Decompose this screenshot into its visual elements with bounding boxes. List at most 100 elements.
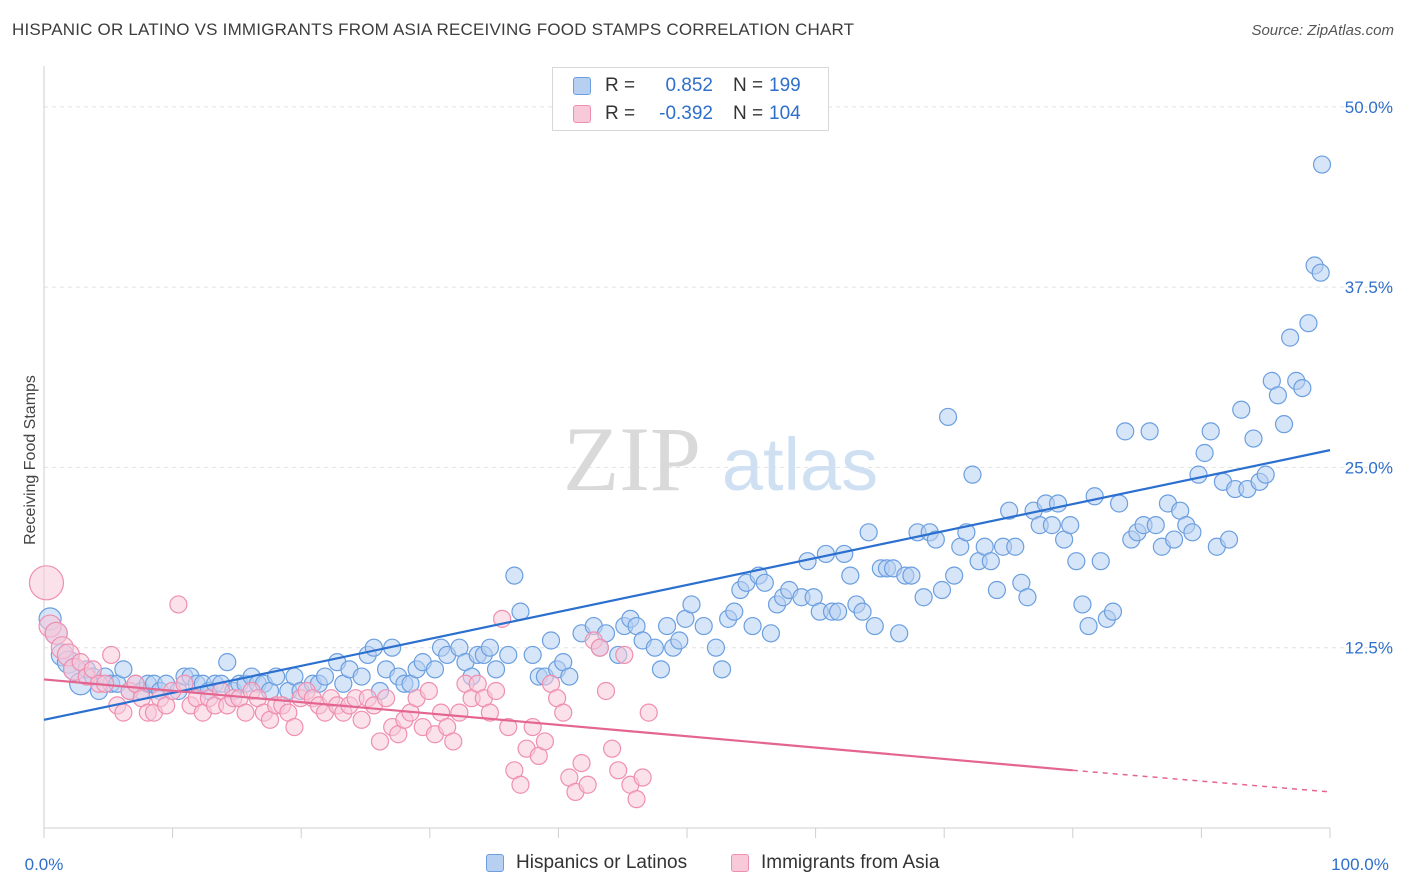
- r-value: -0.392: [659, 103, 713, 124]
- legend-swatch-asia: [573, 105, 591, 123]
- point-hispanics: [1256, 465, 1275, 484]
- legend-row-hispanics: R = 0.852 N = 199: [573, 74, 801, 98]
- point-hispanics: [364, 638, 383, 657]
- point-hispanics: [829, 602, 848, 621]
- point-asia: [28, 565, 65, 601]
- y-tick-label: 37.5%: [1345, 278, 1393, 297]
- correlation-legend: R = 0.852 N = 199 R = -0.392 N = 104: [552, 67, 829, 131]
- point-asia: [554, 703, 573, 722]
- point-hispanics: [755, 573, 774, 592]
- point-hispanics: [1244, 429, 1263, 448]
- r-value: 0.852: [665, 75, 713, 96]
- point-hispanics: [352, 667, 371, 686]
- grid-lines: [44, 106, 1394, 649]
- point-hispanics: [853, 602, 872, 621]
- point-hispanics: [1116, 422, 1135, 441]
- legend-row-asia: R = -0.392 N = 104: [573, 102, 801, 126]
- point-hispanics: [1006, 537, 1025, 556]
- point-hispanics: [315, 667, 335, 686]
- point-hispanics: [706, 638, 726, 657]
- point-asia: [285, 717, 304, 737]
- y-tick-label: 25.0%: [1345, 458, 1393, 477]
- point-hispanics: [914, 588, 933, 607]
- r-label: R =: [605, 103, 636, 124]
- n-label: N =: [733, 103, 764, 124]
- trend-line-asia-extension: [1072, 769, 1331, 793]
- point-hispanics: [499, 645, 518, 665]
- point-hispanics: [694, 616, 713, 636]
- point-hispanics: [1201, 422, 1220, 441]
- point-hispanics: [651, 660, 671, 679]
- point-asia: [578, 775, 597, 794]
- point-hispanics: [541, 631, 561, 650]
- point-hispanics: [926, 530, 945, 549]
- point-hispanics: [1189, 465, 1208, 484]
- legend-label-asia: Immigrants from Asia: [761, 852, 940, 873]
- point-hispanics: [1219, 530, 1239, 549]
- point-hispanics: [890, 624, 909, 643]
- point-hispanics: [1042, 516, 1062, 535]
- point-asia: [609, 761, 628, 780]
- chart-title: HISPANIC OR LATINO VS IMMIGRANTS FROM AS…: [12, 20, 855, 39]
- y-tick-label: 50.0%: [1345, 98, 1393, 117]
- point-hispanics: [1140, 422, 1159, 441]
- trend-line-hispanics: [43, 449, 1331, 721]
- point-hispanics: [712, 660, 732, 679]
- x-tick-label: 100.0%: [1331, 855, 1389, 874]
- trend-line-asia: [43, 678, 1073, 772]
- point-hispanics: [1079, 616, 1098, 636]
- r-label: R =: [605, 75, 636, 96]
- series-asia-points: [28, 565, 658, 809]
- point-asia: [596, 681, 616, 701]
- point-hispanics: [1274, 415, 1294, 434]
- legend-item-asia: Immigrants from Asia: [731, 852, 939, 874]
- source-label: Source: ZipAtlas.com: [1251, 22, 1394, 39]
- point-hispanics: [218, 653, 237, 672]
- point-hispanics: [1103, 602, 1123, 621]
- point-hispanics: [523, 645, 542, 665]
- point-asia: [499, 717, 518, 737]
- n-value: 199: [769, 75, 801, 96]
- point-hispanics: [1146, 516, 1165, 535]
- point-hispanics: [725, 602, 744, 621]
- point-hispanics: [670, 631, 689, 650]
- point-hispanics: [1067, 552, 1086, 571]
- point-hispanics: [1183, 523, 1202, 542]
- point-asia: [639, 703, 658, 722]
- point-hispanics: [859, 523, 878, 542]
- point-hispanics: [1232, 400, 1251, 419]
- point-asia: [419, 681, 438, 701]
- axes: [43, 66, 1331, 838]
- point-asia: [602, 739, 622, 758]
- legend-swatch-asia: [731, 854, 749, 872]
- watermark-atlas: atlas: [722, 423, 878, 506]
- point-asia: [572, 753, 591, 773]
- point-hispanics: [560, 667, 579, 686]
- point-hispanics: [486, 660, 506, 679]
- point-asia: [486, 681, 506, 701]
- point-hispanics: [1018, 588, 1037, 607]
- point-hispanics: [1164, 530, 1184, 549]
- point-hispanics: [1312, 155, 1332, 174]
- point-asia: [480, 703, 500, 722]
- point-hispanics: [938, 407, 958, 427]
- point-hispanics: [645, 638, 664, 657]
- n-value: 104: [769, 103, 801, 124]
- point-asia: [450, 703, 469, 722]
- point-asia: [627, 790, 646, 809]
- point-asia: [376, 689, 396, 708]
- legend-swatch-hispanics: [573, 77, 591, 95]
- point-hispanics: [841, 566, 860, 585]
- legend-label-hispanics: Hispanics or Latinos: [516, 852, 688, 873]
- tick-labels: 12.5% 25.0% 37.5% 50.0% 0.0% 100.0%: [25, 98, 1393, 874]
- point-hispanics: [865, 616, 884, 636]
- point-hispanics: [480, 638, 500, 657]
- point-hispanics: [1085, 487, 1104, 506]
- point-hispanics: [761, 624, 781, 643]
- point-asia: [102, 645, 121, 665]
- point-hispanics: [743, 616, 762, 636]
- x-tick-label: 0.0%: [25, 855, 64, 874]
- point-hispanics: [1109, 494, 1129, 513]
- point-hispanics: [1091, 552, 1110, 571]
